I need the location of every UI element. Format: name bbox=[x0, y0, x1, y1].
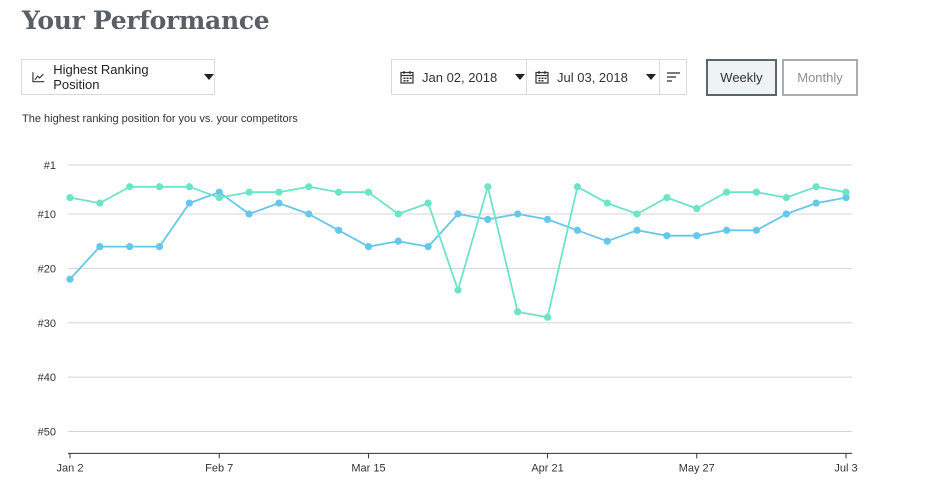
data-point[interactable] bbox=[424, 199, 432, 207]
line-chart-icon bbox=[32, 72, 45, 83]
end-date-value: Jul 03, 2018 bbox=[557, 69, 628, 85]
chevron-down-icon bbox=[204, 74, 214, 80]
data-point[interactable] bbox=[66, 275, 74, 283]
series-line bbox=[69, 191, 847, 280]
data-point[interactable] bbox=[454, 210, 462, 218]
date-range-picker: Jan 02, 2018 Jul 03, 2018 bbox=[391, 59, 687, 95]
data-point[interactable] bbox=[96, 243, 104, 251]
data-point[interactable] bbox=[663, 194, 671, 202]
data-point[interactable] bbox=[305, 183, 313, 191]
data-point[interactable] bbox=[215, 194, 223, 202]
data-point[interactable] bbox=[335, 188, 343, 196]
data-point[interactable] bbox=[155, 243, 164, 251]
end-date-picker[interactable]: Jul 03, 2018 bbox=[527, 60, 660, 94]
data-point[interactable] bbox=[693, 232, 701, 240]
y-tick-label: #20 bbox=[38, 263, 56, 275]
x-tick-label: Jul 3 bbox=[834, 462, 857, 474]
data-point[interactable] bbox=[66, 194, 74, 202]
series-2 bbox=[66, 183, 850, 321]
data-point[interactable] bbox=[305, 210, 313, 218]
data-point[interactable] bbox=[752, 226, 761, 234]
metric-dropdown[interactable]: Highest Ranking Position bbox=[21, 59, 215, 95]
data-point[interactable] bbox=[245, 188, 253, 196]
data-point[interactable] bbox=[454, 286, 462, 294]
data-point[interactable] bbox=[514, 308, 522, 316]
data-point[interactable] bbox=[215, 188, 223, 196]
calendar-icon bbox=[400, 71, 414, 84]
data-point[interactable] bbox=[245, 210, 253, 218]
y-tick-label: #10 bbox=[38, 209, 56, 221]
y-tick-label: #40 bbox=[38, 372, 56, 384]
y-tick-label: #1 bbox=[44, 160, 56, 172]
data-point[interactable] bbox=[603, 199, 611, 207]
calendar-icon bbox=[535, 71, 549, 84]
start-date-picker[interactable]: Jan 02, 2018 bbox=[392, 60, 527, 94]
chevron-down-icon bbox=[645, 74, 656, 80]
data-point[interactable] bbox=[275, 199, 283, 207]
data-point[interactable] bbox=[394, 237, 402, 245]
data-point[interactable] bbox=[812, 199, 820, 207]
data-point[interactable] bbox=[842, 194, 850, 202]
chart-subtitle: The highest ranking position for you vs.… bbox=[22, 113, 298, 125]
data-point[interactable] bbox=[782, 194, 790, 202]
data-point[interactable] bbox=[633, 210, 641, 218]
y-tick-label: #50 bbox=[38, 427, 56, 439]
data-point[interactable] bbox=[543, 313, 552, 321]
data-point[interactable] bbox=[723, 226, 731, 234]
sort-icon bbox=[666, 72, 680, 82]
data-point[interactable] bbox=[573, 183, 581, 191]
data-point[interactable] bbox=[335, 226, 343, 234]
sort-button[interactable] bbox=[660, 60, 686, 94]
data-point[interactable] bbox=[185, 183, 193, 191]
monthly-button[interactable]: Monthly bbox=[782, 59, 858, 96]
x-tick-label: Jan 2 bbox=[57, 462, 84, 474]
data-point[interactable] bbox=[364, 243, 373, 251]
data-point[interactable] bbox=[424, 243, 432, 251]
x-tick-label: Mar 15 bbox=[351, 462, 385, 474]
data-point[interactable] bbox=[573, 226, 581, 234]
data-point[interactable] bbox=[693, 204, 701, 213]
data-point[interactable] bbox=[633, 226, 641, 234]
x-tick-label: Feb 7 bbox=[205, 462, 233, 474]
data-point[interactable] bbox=[126, 243, 134, 251]
data-point[interactable] bbox=[155, 183, 164, 191]
data-point[interactable] bbox=[185, 199, 193, 207]
data-point[interactable] bbox=[514, 210, 522, 218]
data-point[interactable] bbox=[275, 188, 283, 196]
data-point[interactable] bbox=[842, 188, 850, 196]
metric-dropdown-label: Highest Ranking Position bbox=[53, 62, 149, 92]
data-point[interactable] bbox=[394, 210, 402, 218]
data-point[interactable] bbox=[126, 183, 134, 191]
weekly-button[interactable]: Weekly bbox=[706, 59, 777, 96]
page-title: Your Performance bbox=[22, 6, 270, 35]
series-1 bbox=[66, 188, 850, 283]
chevron-down-icon bbox=[515, 74, 526, 80]
x-tick-label: Apr 21 bbox=[531, 462, 563, 474]
data-point[interactable] bbox=[364, 188, 373, 196]
start-date-value: Jan 02, 2018 bbox=[422, 69, 498, 85]
data-point[interactable] bbox=[484, 183, 492, 191]
data-point[interactable] bbox=[96, 199, 104, 207]
data-point[interactable] bbox=[543, 215, 552, 223]
data-point[interactable] bbox=[782, 210, 790, 218]
data-point[interactable] bbox=[752, 188, 761, 196]
y-tick-label: #30 bbox=[38, 318, 56, 330]
data-point[interactable] bbox=[603, 237, 611, 245]
data-point[interactable] bbox=[812, 183, 820, 191]
data-point[interactable] bbox=[723, 188, 731, 196]
data-point[interactable] bbox=[484, 215, 492, 223]
data-point[interactable] bbox=[663, 232, 671, 240]
x-tick-label: May 27 bbox=[679, 462, 715, 474]
